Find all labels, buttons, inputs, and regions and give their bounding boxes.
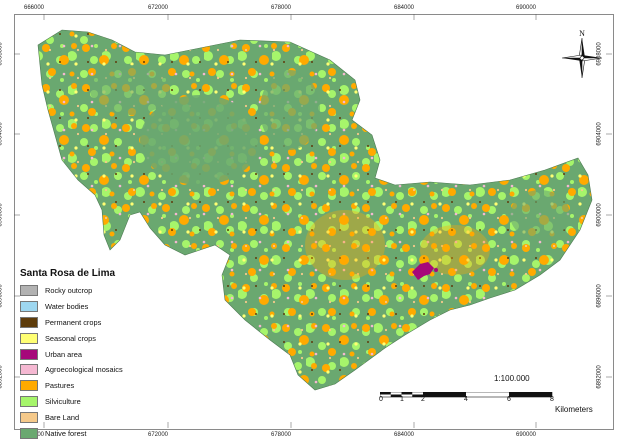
coord-bottom-2: 672000 — [148, 432, 169, 438]
coord-bottom-3: 678000 — [271, 432, 292, 438]
legend-label: Silviculture — [45, 396, 81, 406]
coord-right-3: 6900000 — [596, 203, 603, 227]
legend-swatch — [20, 301, 38, 313]
legend-item: Water bodies — [20, 299, 180, 315]
coord-top-2: 672000 — [148, 5, 169, 11]
legend-label: Water bodies — [45, 302, 89, 312]
coord-left-3: 6900000 — [0, 203, 4, 227]
north-arrow-icon: N — [560, 28, 604, 85]
legend-item: Urban area — [20, 346, 180, 362]
scale-unit: Kilometers — [555, 405, 593, 414]
legend-item: Pastures — [20, 378, 180, 394]
coord-top-3: 678000 — [271, 5, 292, 11]
legend-label: Permanent crops — [45, 317, 102, 327]
coord-left-5: 6892000 — [0, 365, 4, 389]
urban-area — [412, 262, 438, 280]
legend-item: Silviculture — [20, 394, 180, 410]
scale-bar — [380, 392, 553, 398]
legend-label: Native forest — [45, 428, 87, 438]
map-title: Santa Rosa de Lima — [20, 268, 116, 279]
scale-number-2: 2 — [421, 396, 425, 403]
legend-item: Bare Land — [20, 409, 180, 425]
legend-swatch — [20, 348, 38, 360]
coord-bottom-4: 684000 — [394, 432, 415, 438]
legend-label: Pastures — [45, 381, 75, 391]
legend-swatch — [20, 316, 38, 328]
legend-swatch — [20, 380, 38, 392]
coord-left-1: 6908000 — [0, 42, 4, 66]
legend-item: Agroecological mosaics — [20, 362, 180, 378]
legend: Santa Rosa de Lima Rocky outcrop Water bo… — [20, 268, 180, 441]
legend-swatch — [20, 285, 38, 297]
north-label: N — [579, 29, 585, 38]
coord-right-4: 6896000 — [596, 284, 603, 308]
legend-swatch — [20, 364, 38, 376]
legend-label: Seasonal crops — [45, 333, 96, 343]
legend-swatch — [20, 332, 38, 344]
legend-label: Agroecological mosaics — [45, 365, 123, 375]
coordinate-ticks — [14, 14, 612, 428]
scale-number-0: 0 — [379, 396, 383, 403]
legend-item: Seasonal crops — [20, 330, 180, 346]
coord-top-4: 684000 — [394, 5, 415, 11]
legend-swatch — [20, 427, 38, 439]
coord-top-1: 666000 — [24, 5, 45, 11]
scale-number-6: 6 — [507, 396, 511, 403]
legend-label: Bare Land — [45, 412, 80, 422]
legend-item: Rocky outcrop — [20, 283, 180, 299]
scale-ratio: 1:100.000 — [494, 374, 530, 383]
coord-bottom-5: 690000 — [516, 432, 537, 438]
coord-right-2: 6904000 — [596, 122, 603, 146]
legend-item: Permanent crops — [20, 315, 180, 331]
coord-left-4: 6896000 — [0, 284, 4, 308]
legend-item: Native forest — [20, 425, 180, 441]
scale-number-1: 1 — [400, 396, 404, 403]
coord-left-2: 6904000 — [0, 122, 4, 146]
coord-right-5: 6892000 — [596, 365, 603, 389]
legend-swatch — [20, 411, 38, 423]
legend-swatch — [20, 395, 38, 407]
scale-number-4: 4 — [464, 396, 468, 403]
legend-label: Urban area — [45, 349, 82, 359]
coord-top-5: 690000 — [516, 5, 537, 11]
legend-label: Rocky outcrop — [45, 286, 93, 296]
scale-number-8: 8 — [550, 396, 554, 403]
